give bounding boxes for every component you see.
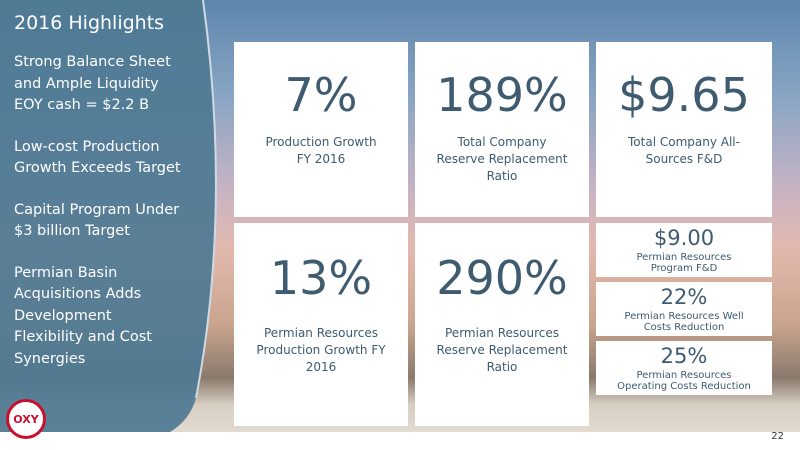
- bullet: Low-cost Production Growth Exceeds Target: [14, 137, 181, 180]
- kpi-label: Ratio: [486, 360, 518, 374]
- kpi-tile: 13% Permian Resources Production Growth FY…: [234, 223, 408, 426]
- bullet-line: Synergies: [14, 350, 86, 367]
- footer-band: [0, 432, 800, 450]
- bullet-line: Growth Exceeds Target: [14, 160, 181, 176]
- page-number: 22: [771, 431, 784, 442]
- bullet: Capital Program Under $3 billion Target: [14, 200, 181, 243]
- kpi-label: Production Growth: [265, 135, 377, 149]
- sidebar-shape: [0, 0, 217, 432]
- kpi-label: Permian Resources: [636, 370, 732, 381]
- bullet-line: Permian Basin: [14, 264, 118, 281]
- kpi-label: Reserve Replacement: [436, 343, 568, 357]
- bullet-line: Acquisitions Adds: [14, 286, 142, 302]
- kpi-value: 22%: [660, 285, 708, 309]
- kpi-label: Operating Costs Reduction: [617, 381, 751, 392]
- kpi-value: 290%: [436, 251, 568, 305]
- kpi-label: Total Company: [457, 135, 547, 149]
- kpi-label: Program F&D: [650, 263, 718, 274]
- kpi-label: Permian Resources: [636, 252, 732, 263]
- kpi-label: Costs Reduction: [643, 322, 725, 333]
- small-kpi-tile: 22% Permian Resources Well Costs Reduction: [596, 282, 772, 336]
- bullet: Strong Balance Sheet and Ample Liquidity E…: [14, 52, 181, 117]
- bullet-line: Capital Program Under: [14, 201, 180, 218]
- kpi-label: Production Growth FY: [256, 343, 386, 357]
- bullet-line: Strong Balance Sheet: [14, 54, 171, 70]
- bullet: Permian Basin Acquisitions Adds Developmen…: [14, 263, 181, 371]
- kpi-label: Sources F&D: [645, 152, 723, 166]
- small-kpi-tile: $9.00 Permian Resources Program F&D: [596, 223, 772, 277]
- logo: OXY: [6, 399, 46, 439]
- kpi-value: 25%: [660, 344, 708, 368]
- kpi-label: Total Company All-: [628, 135, 740, 149]
- kpi-value: 189%: [436, 68, 568, 122]
- kpi-label: Permian Resources: [445, 326, 559, 340]
- kpi-label: 2016: [305, 360, 337, 374]
- kpi-tile: 290% Permian Resources Reserve Replacement…: [415, 223, 589, 426]
- kpi-tile: 189% Total Company Reserve Replacement Rati…: [415, 42, 589, 217]
- bullet-list: Strong Balance Sheet and Ample Liquidity E…: [14, 52, 181, 370]
- kpi-label: Reserve Replacement: [436, 152, 568, 166]
- kpi-label: Permian Resources Well: [624, 311, 744, 322]
- kpi-tile: $9.65 Total Company All- Sources F&D: [596, 42, 772, 217]
- kpi-value: 13%: [269, 251, 373, 305]
- bullet-line: and Ample Liquidity: [14, 75, 159, 92]
- small-kpi-tile: 25% Permian Resources Operating Costs Redu…: [596, 341, 772, 395]
- bullet-line: Development: [14, 307, 112, 324]
- sidebar: 2016 Highlights Strong Balance Sheet and …: [14, 12, 181, 390]
- kpi-value: $9.00: [653, 226, 715, 250]
- bullet-line: Flexibility and Cost: [14, 329, 152, 345]
- kpi-label: Ratio: [486, 169, 518, 183]
- kpi-tile: 7% Production Growth FY 2016: [234, 42, 408, 217]
- bullet-line: EOY cash = $2.2 B: [14, 97, 150, 113]
- kpi-value: 7%: [284, 68, 358, 122]
- kpi-label: Permian Resources: [264, 326, 378, 340]
- kpi-label: FY 2016: [296, 152, 346, 166]
- bullet-line: Low-cost Production: [14, 138, 160, 155]
- sidebar-title: 2016 Highlights: [14, 12, 165, 34]
- bullet-line: $3 billion Target: [14, 223, 130, 239]
- kpi-value: $9.65: [618, 68, 750, 122]
